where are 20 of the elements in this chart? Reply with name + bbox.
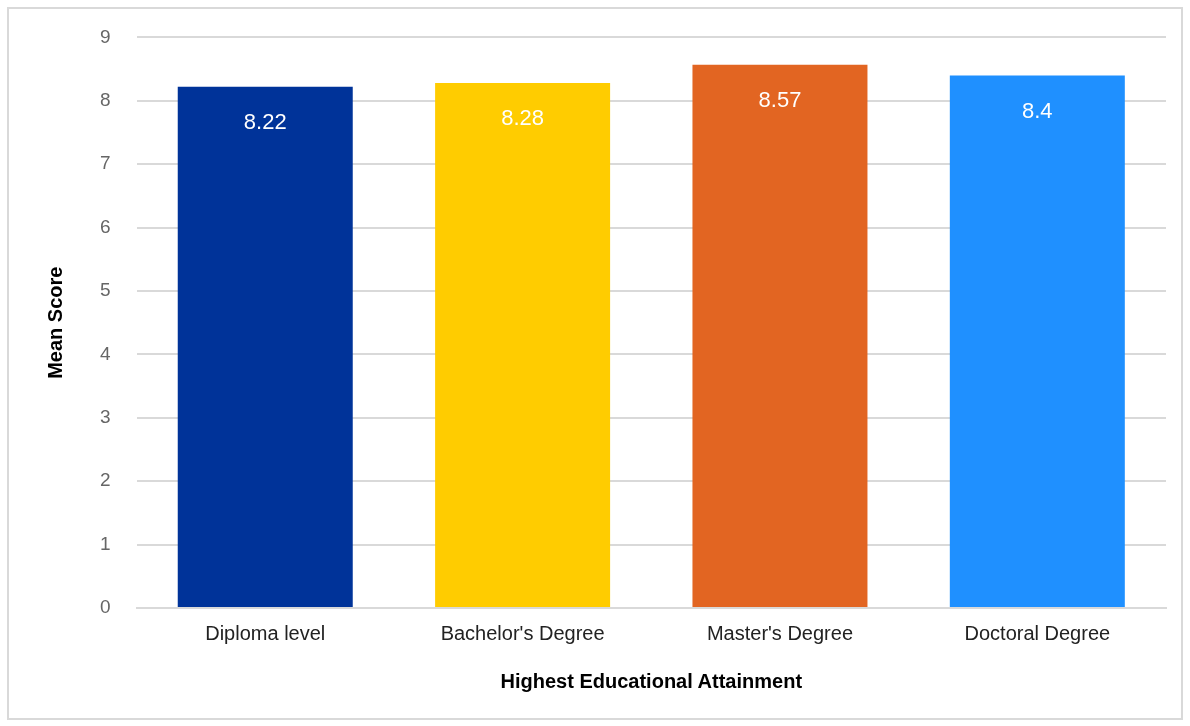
y-axis-title: Mean Score — [43, 266, 66, 379]
y-tick-label: 7 — [99, 152, 111, 174]
y-tick-label: 5 — [99, 279, 111, 301]
data-label: 8.57 — [758, 86, 802, 112]
data-label: 8.28 — [501, 105, 545, 131]
x-tick-label: Master's Degree — [706, 621, 854, 644]
data-label: 8.4 — [1022, 97, 1053, 123]
y-tick-label: 2 — [99, 469, 111, 491]
x-tick-label: Diploma level — [205, 621, 326, 644]
y-tick-label: 4 — [99, 342, 111, 364]
y-tick-label: 9 — [99, 25, 111, 47]
x-axis-title: Highest Educational Attainment — [500, 669, 803, 692]
y-tick-label: 8 — [99, 89, 111, 111]
x-tick-label: Bachelor's Degree — [440, 621, 605, 644]
x-tick-label: Doctoral Degree — [964, 621, 1111, 644]
y-tick-label: 6 — [99, 215, 111, 237]
data-label: 8.22 — [243, 108, 287, 134]
y-tick-label: 1 — [99, 532, 111, 554]
y-tick-label: 3 — [99, 406, 111, 428]
y-tick-label: 0 — [99, 596, 111, 618]
